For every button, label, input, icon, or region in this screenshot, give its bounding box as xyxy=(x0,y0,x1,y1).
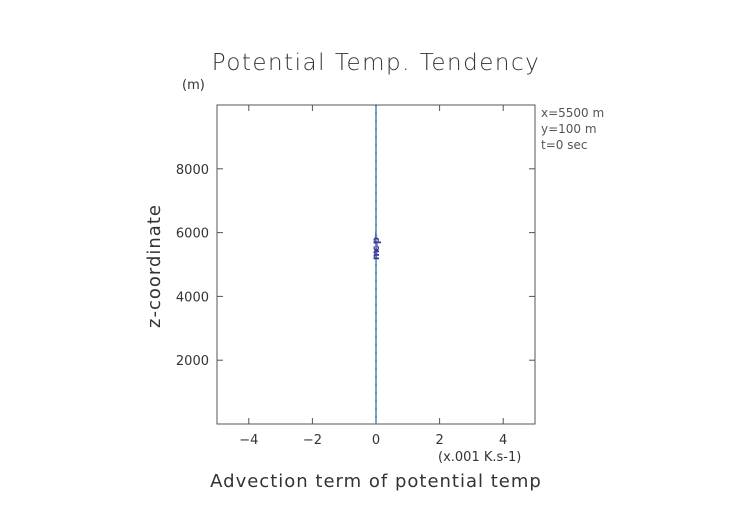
series-marker-label: m xyxy=(371,250,382,260)
chart-title: Potential Temp. Tendency xyxy=(212,50,540,76)
marker-layer: mcp xyxy=(371,237,382,260)
x-tick-label: −4 xyxy=(239,433,258,448)
series-marker-label: c xyxy=(371,246,382,252)
series-layer xyxy=(374,105,378,424)
x-tick-label: −2 xyxy=(303,433,322,448)
y-axis-label: z-coordinate xyxy=(144,204,165,328)
annotation-y: y=100 m xyxy=(541,122,597,136)
y-tick-label: 4000 xyxy=(176,290,209,305)
y-axis-unit: (m) xyxy=(182,78,205,93)
y-tick-label: 2000 xyxy=(176,354,209,369)
y-ticks: 2000 4000 6000 8000 xyxy=(176,163,535,369)
x-axis-unit: (x.001 K.s-1) xyxy=(438,450,521,465)
x-tick-label: 4 xyxy=(499,433,507,448)
series-line-4 xyxy=(375,105,378,424)
x-tick-label: 2 xyxy=(435,433,443,448)
y-tick-label: 8000 xyxy=(176,163,209,178)
series-marker-label: p xyxy=(371,237,382,244)
annotation-x: x=5500 m xyxy=(541,106,604,120)
x-ticks: −4 −2 0 2 4 xyxy=(239,105,507,448)
x-axis-label: Advection term of potential temp xyxy=(210,471,542,492)
x-tick-label: 0 xyxy=(372,433,380,448)
y-tick-label: 6000 xyxy=(176,227,209,242)
annotation-t: t=0 sec xyxy=(541,138,587,152)
